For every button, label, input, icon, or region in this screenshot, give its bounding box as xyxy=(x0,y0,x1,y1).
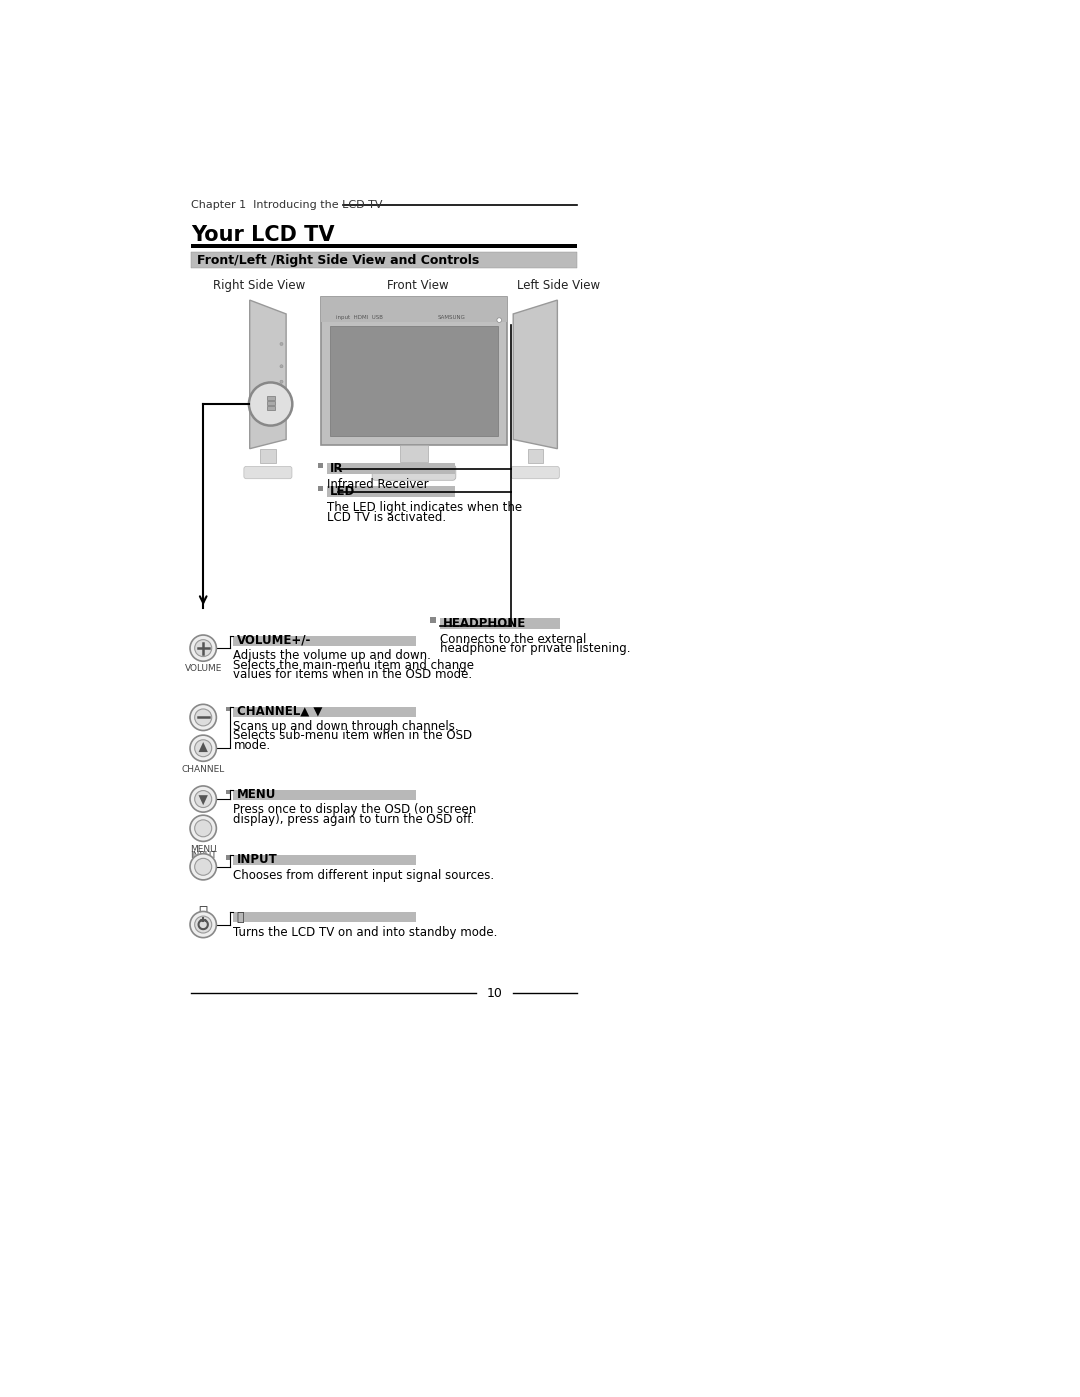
FancyBboxPatch shape xyxy=(318,462,323,468)
Text: Connects to the external: Connects to the external xyxy=(440,633,586,647)
FancyBboxPatch shape xyxy=(440,617,559,629)
FancyBboxPatch shape xyxy=(318,486,323,490)
Text: CHANNEL: CHANNEL xyxy=(181,764,225,774)
Text: mode.: mode. xyxy=(233,739,271,752)
Text: Chapter 1  Introducing the LCD TV: Chapter 1 Introducing the LCD TV xyxy=(191,200,382,210)
Text: Turns the LCD TV on and into standby mode.: Turns the LCD TV on and into standby mod… xyxy=(233,926,498,939)
FancyBboxPatch shape xyxy=(191,253,577,268)
Circle shape xyxy=(497,317,501,323)
FancyBboxPatch shape xyxy=(373,465,456,481)
Circle shape xyxy=(194,858,212,876)
FancyBboxPatch shape xyxy=(191,244,577,247)
Polygon shape xyxy=(249,300,286,448)
FancyBboxPatch shape xyxy=(233,636,416,645)
Text: Your LCD TV: Your LCD TV xyxy=(191,225,335,246)
FancyBboxPatch shape xyxy=(227,707,231,711)
FancyBboxPatch shape xyxy=(233,707,416,717)
Text: LCD TV is activated.: LCD TV is activated. xyxy=(327,511,446,524)
Text: ⏻: ⏻ xyxy=(199,905,207,919)
Text: INPUT: INPUT xyxy=(237,854,278,866)
Circle shape xyxy=(248,383,293,426)
Polygon shape xyxy=(199,742,207,752)
Text: Right Side View: Right Side View xyxy=(213,279,306,292)
FancyBboxPatch shape xyxy=(327,464,455,474)
Circle shape xyxy=(280,365,283,367)
FancyBboxPatch shape xyxy=(233,912,416,922)
Text: values for items when in the OSD mode.: values for items when in the OSD mode. xyxy=(233,668,473,680)
Circle shape xyxy=(190,735,216,761)
Text: 10: 10 xyxy=(487,986,502,1000)
Text: Press once to display the OSD (on screen: Press once to display the OSD (on screen xyxy=(233,803,476,816)
Text: MENU: MENU xyxy=(237,788,275,800)
FancyBboxPatch shape xyxy=(430,617,435,623)
FancyBboxPatch shape xyxy=(401,444,428,462)
Text: Infrared Receiver: Infrared Receiver xyxy=(327,478,429,492)
Text: Front View: Front View xyxy=(387,279,448,292)
Circle shape xyxy=(190,816,216,841)
Text: headphone for private listening.: headphone for private listening. xyxy=(440,643,630,655)
Text: VOLUME+/-: VOLUME+/- xyxy=(237,634,311,647)
FancyBboxPatch shape xyxy=(267,401,274,405)
Text: VOLUME: VOLUME xyxy=(185,665,221,673)
Text: CHANNEL▲ ▼: CHANNEL▲ ▼ xyxy=(237,704,322,718)
Text: Chooses from different input signal sources.: Chooses from different input signal sour… xyxy=(233,869,495,882)
Text: Adjusts the volume up and down.: Adjusts the volume up and down. xyxy=(233,650,431,662)
Circle shape xyxy=(190,787,216,812)
Circle shape xyxy=(280,395,283,398)
Text: MENU: MENU xyxy=(190,845,216,854)
FancyBboxPatch shape xyxy=(527,448,543,462)
Text: IR: IR xyxy=(330,462,343,475)
Text: Front/Left /Right Side View and Controls: Front/Left /Right Side View and Controls xyxy=(197,253,480,267)
FancyBboxPatch shape xyxy=(321,298,507,323)
FancyBboxPatch shape xyxy=(233,789,416,800)
Polygon shape xyxy=(199,795,207,805)
Text: SAMSUNG: SAMSUNG xyxy=(437,314,465,320)
Text: display), press again to turn the OSD off.: display), press again to turn the OSD of… xyxy=(233,813,475,826)
Text: Selects sub-menu item when in the OSD: Selects sub-menu item when in the OSD xyxy=(233,729,473,742)
FancyBboxPatch shape xyxy=(244,467,292,479)
Circle shape xyxy=(280,380,283,383)
FancyBboxPatch shape xyxy=(233,855,416,865)
Circle shape xyxy=(280,342,283,345)
Text: input  HDMI  USB: input HDMI USB xyxy=(337,314,383,320)
FancyBboxPatch shape xyxy=(330,327,498,436)
Circle shape xyxy=(190,911,216,937)
Text: HEADPHONE: HEADPHONE xyxy=(443,617,526,630)
Text: Scans up and down through channels.: Scans up and down through channels. xyxy=(233,721,459,733)
FancyBboxPatch shape xyxy=(321,298,507,444)
Text: INPUT: INPUT xyxy=(190,851,216,859)
Circle shape xyxy=(194,820,212,837)
Circle shape xyxy=(194,640,212,657)
Circle shape xyxy=(194,708,212,726)
FancyBboxPatch shape xyxy=(327,486,455,497)
FancyBboxPatch shape xyxy=(511,467,559,479)
Text: Selects the main-menu item and change: Selects the main-menu item and change xyxy=(233,658,474,672)
FancyBboxPatch shape xyxy=(227,789,231,795)
Text: ⏻: ⏻ xyxy=(237,911,244,925)
Text: Left Side View: Left Side View xyxy=(516,279,599,292)
FancyBboxPatch shape xyxy=(267,407,274,411)
Circle shape xyxy=(194,740,212,757)
Circle shape xyxy=(190,854,216,880)
Text: The LED light indicates when the: The LED light indicates when the xyxy=(327,502,523,514)
Circle shape xyxy=(194,791,212,807)
Polygon shape xyxy=(513,300,557,448)
FancyBboxPatch shape xyxy=(267,397,274,400)
Circle shape xyxy=(190,636,216,661)
Text: LED: LED xyxy=(330,485,355,499)
Circle shape xyxy=(190,704,216,731)
Circle shape xyxy=(194,916,212,933)
FancyBboxPatch shape xyxy=(260,448,275,462)
FancyBboxPatch shape xyxy=(227,855,231,861)
